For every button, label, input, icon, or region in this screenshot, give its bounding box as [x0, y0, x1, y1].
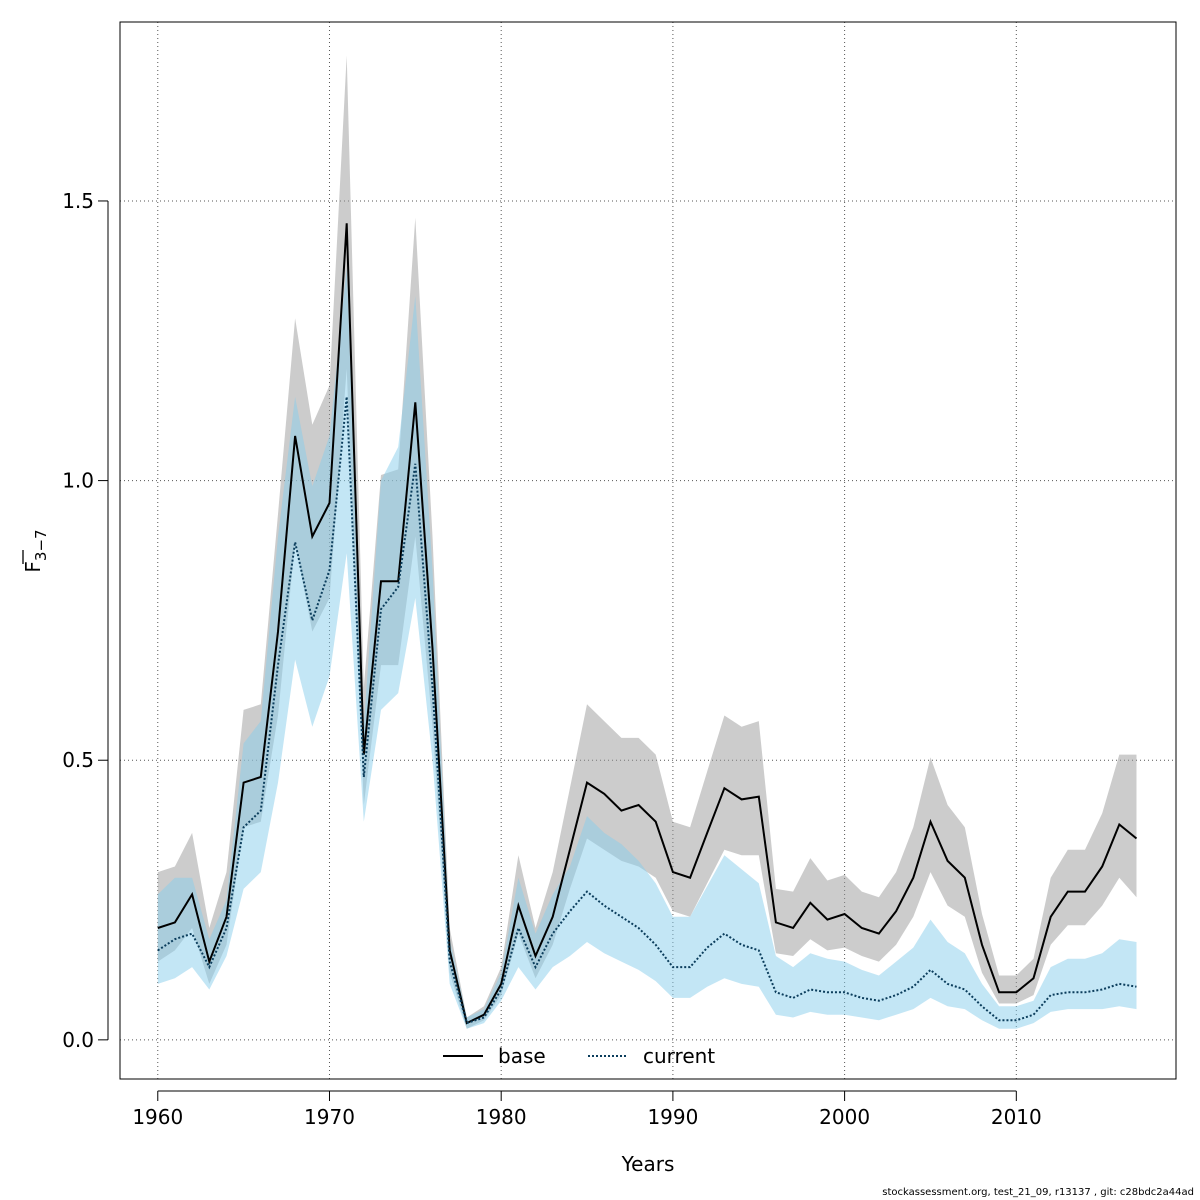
legend: base current — [443, 1044, 715, 1068]
x-tick-label: 1960 — [132, 1105, 183, 1129]
x-tick-label: 1990 — [647, 1105, 698, 1129]
legend-label-current: current — [643, 1044, 715, 1068]
y-tick-label: 1.5 — [62, 189, 94, 213]
series-lines — [157, 223, 1138, 1025]
x-tick-label: 2010 — [991, 1105, 1042, 1129]
legend-label-base: base — [498, 1044, 546, 1068]
x-tick-label: 2000 — [819, 1105, 870, 1129]
y-axis-title-main: F — [21, 561, 45, 573]
x-axis-title: Years — [621, 1152, 675, 1176]
confidence-band-current — [157, 268, 1137, 1029]
y-tick-label: 0.0 — [62, 1028, 94, 1052]
y-axis-title-subscript: 3−7 — [32, 529, 50, 561]
axes: 1960 1970 1980 1990 2000 2010 0.0 0.5 1.0 1.5 — [62, 189, 1042, 1129]
y-tick-label: 0.5 — [62, 748, 94, 772]
y-axis-title: F3−7 — [21, 529, 50, 572]
x-tick-label: 1980 — [476, 1105, 527, 1129]
series-line-current — [157, 396, 1137, 1025]
x-tick-label: 1970 — [304, 1105, 355, 1129]
plot-frame — [119, 21, 1177, 1080]
footer-text: stockassessment.org, test_21_09, r13137 … — [882, 1187, 1194, 1198]
y-tick-label: 1.0 — [62, 469, 94, 493]
svg-text:F3−7: F3−7 — [21, 529, 50, 572]
series-line-base — [157, 223, 1138, 1025]
